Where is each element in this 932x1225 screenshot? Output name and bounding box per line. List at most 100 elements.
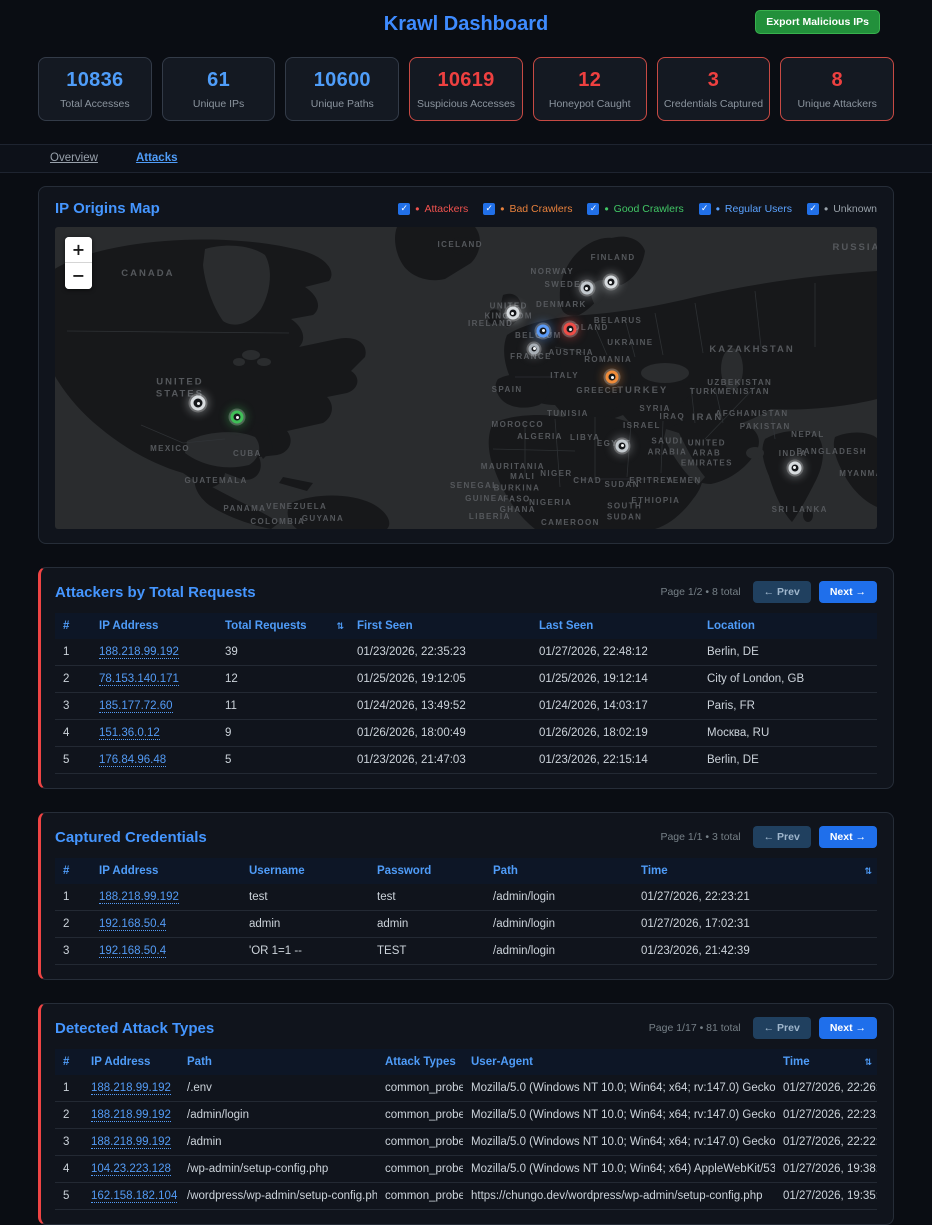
tab-overview[interactable]: Overview bbox=[50, 152, 98, 164]
column-header[interactable]: # bbox=[55, 613, 91, 639]
marker-netherlands-regular-user[interactable] bbox=[537, 324, 550, 337]
column-header[interactable]: Time⇅ bbox=[775, 1049, 877, 1075]
ip-address-link[interactable]: 185.177.72.60 bbox=[99, 700, 173, 713]
checkbox-checked-icon[interactable]: ✓ bbox=[483, 203, 495, 215]
table-cell: 01/24/2026, 13:49:52 bbox=[349, 693, 531, 720]
world-map[interactable]: CANADAICELANDRUSSIAUNITED STATESMEXICOCU… bbox=[55, 227, 877, 529]
checkbox-checked-icon[interactable]: ✓ bbox=[587, 203, 599, 215]
table-cell: 3 bbox=[55, 693, 91, 720]
page-info: Page 1/1 • 3 total bbox=[660, 831, 740, 843]
column-header[interactable]: Username bbox=[241, 858, 369, 884]
ip-address-link[interactable]: 104.23.223.128 bbox=[91, 1163, 171, 1176]
marker-baltic[interactable] bbox=[604, 276, 617, 289]
table-cell: 151.36.0.12 bbox=[91, 720, 217, 747]
column-header[interactable]: Attack Types bbox=[377, 1049, 463, 1075]
column-header[interactable]: User-Agent bbox=[463, 1049, 775, 1075]
prev-button[interactable]: ← Prev bbox=[753, 826, 811, 848]
ip-address-link[interactable]: 188.218.99.192 bbox=[99, 891, 179, 904]
attackers-pager: Page 1/2 • 8 total ← Prev Next → bbox=[660, 581, 877, 603]
table-cell: 1 bbox=[55, 884, 91, 911]
table-cell: 185.177.72.60 bbox=[91, 693, 217, 720]
marker-us-good-crawler[interactable] bbox=[231, 411, 244, 424]
column-header[interactable]: Path bbox=[485, 858, 633, 884]
column-header[interactable]: # bbox=[55, 1049, 83, 1075]
credentials-table: #IP AddressUsernamePasswordPathTime⇅ 1 188… bbox=[55, 858, 877, 965]
checkbox-checked-icon[interactable]: ✓ bbox=[807, 203, 819, 215]
ip-address-link[interactable]: 162.158.182.104 bbox=[91, 1190, 177, 1203]
column-header[interactable]: Location bbox=[699, 613, 877, 639]
prev-button[interactable]: ← Prev bbox=[753, 581, 811, 603]
table-cell: 176.84.96.48 bbox=[91, 747, 217, 774]
attackers-title: Attackers by Total Requests bbox=[55, 584, 256, 601]
stat-label: Total Accesses bbox=[41, 98, 149, 110]
map-panel: IP Origins Map ✓•Attackers✓•Bad Crawlers… bbox=[38, 186, 894, 544]
checkbox-checked-icon[interactable]: ✓ bbox=[398, 203, 410, 215]
marker-india[interactable] bbox=[788, 461, 801, 474]
next-button[interactable]: Next → bbox=[819, 581, 877, 603]
ip-address-link[interactable]: 192.168.50.4 bbox=[99, 945, 166, 958]
column-header[interactable]: Time⇅ bbox=[633, 858, 877, 884]
table-cell: common_probes bbox=[377, 1075, 463, 1102]
table-cell: https://chungo.dev/wordpress/wp-admin/se… bbox=[463, 1183, 775, 1210]
sort-icon[interactable]: ⇅ bbox=[864, 867, 872, 877]
legend-item-bad-crawlers[interactable]: ✓•Bad Crawlers bbox=[483, 203, 572, 215]
column-header[interactable]: # bbox=[55, 858, 91, 884]
table-cell: admin bbox=[369, 911, 485, 938]
column-header[interactable]: IP Address bbox=[91, 858, 241, 884]
stat-label: Suspicious Accesses bbox=[412, 98, 520, 110]
marker-germany-attacker[interactable] bbox=[564, 323, 577, 336]
attack-types-title: Detected Attack Types bbox=[55, 1020, 214, 1037]
ip-address-link[interactable]: 78.153.140.171 bbox=[99, 673, 179, 686]
tab-attacks[interactable]: Attacks bbox=[136, 152, 178, 164]
ip-address-link[interactable]: 151.36.0.12 bbox=[99, 727, 160, 740]
table-cell: 12 bbox=[217, 666, 349, 693]
stat-label: Unique IPs bbox=[165, 98, 273, 110]
column-header[interactable]: Password bbox=[369, 858, 485, 884]
export-malicious-ips-button[interactable]: Export Malicious IPs bbox=[755, 10, 880, 34]
attack-types-pager: Page 1/17 • 81 total ← Prev Next → bbox=[649, 1017, 877, 1039]
table-cell: 01/27/2026, 19:38:59 bbox=[775, 1156, 877, 1183]
ip-address-link[interactable]: 192.168.50.4 bbox=[99, 918, 166, 931]
column-header[interactable]: Last Seen bbox=[531, 613, 699, 639]
next-button[interactable]: Next → bbox=[819, 1017, 877, 1039]
table-cell: 39 bbox=[217, 639, 349, 666]
table-cell: test bbox=[369, 884, 485, 911]
world-map-land bbox=[55, 227, 877, 529]
ip-address-link[interactable]: 188.218.99.192 bbox=[99, 646, 179, 659]
table-cell: common_probes bbox=[377, 1129, 463, 1156]
checkbox-checked-icon[interactable]: ✓ bbox=[699, 203, 711, 215]
column-header[interactable]: First Seen bbox=[349, 613, 531, 639]
prev-button[interactable]: ← Prev bbox=[753, 1017, 811, 1039]
ip-address-link[interactable]: 188.218.99.192 bbox=[91, 1136, 171, 1149]
table-cell: 'OR 1=1 -- bbox=[241, 938, 369, 965]
sort-icon[interactable]: ⇅ bbox=[864, 1058, 872, 1068]
marker-sweden[interactable] bbox=[580, 282, 593, 295]
page-info: Page 1/2 • 8 total bbox=[660, 586, 740, 598]
marker-egypt[interactable] bbox=[616, 439, 629, 452]
column-header[interactable]: Path bbox=[179, 1049, 377, 1075]
legend-item-regular-users[interactable]: ✓•Regular Users bbox=[699, 203, 792, 215]
legend-item-attackers[interactable]: ✓•Attackers bbox=[398, 203, 468, 215]
column-header[interactable]: IP Address bbox=[91, 613, 217, 639]
legend-item-unknown[interactable]: ✓•Unknown bbox=[807, 203, 877, 215]
legend-item-good-crawlers[interactable]: ✓•Good Crawlers bbox=[587, 203, 683, 215]
zoom-out-button[interactable]: − bbox=[65, 263, 92, 289]
marker-uk[interactable] bbox=[506, 307, 519, 320]
column-header[interactable]: IP Address bbox=[83, 1049, 179, 1075]
table-cell: 2 bbox=[55, 666, 91, 693]
marker-bulgaria-bad-crawler[interactable] bbox=[606, 371, 619, 384]
column-header[interactable]: Total Requests⇅ bbox=[217, 613, 349, 639]
ip-address-link[interactable]: 176.84.96.48 bbox=[99, 754, 166, 767]
marker-france[interactable] bbox=[529, 343, 540, 354]
table-cell: 2 bbox=[55, 911, 91, 938]
table-cell: 188.218.99.192 bbox=[91, 884, 241, 911]
next-button[interactable]: Next → bbox=[819, 826, 877, 848]
ip-address-link[interactable]: 188.218.99.192 bbox=[91, 1109, 171, 1122]
sort-icon[interactable]: ⇅ bbox=[336, 622, 344, 632]
stat-value: 3 bbox=[660, 69, 768, 92]
zoom-in-button[interactable]: + bbox=[65, 237, 92, 263]
stat-label: Unique Paths bbox=[288, 98, 396, 110]
ip-address-link[interactable]: 188.218.99.192 bbox=[91, 1082, 171, 1095]
marker-us-unknown[interactable] bbox=[191, 396, 206, 411]
stat-value: 10600 bbox=[288, 69, 396, 92]
